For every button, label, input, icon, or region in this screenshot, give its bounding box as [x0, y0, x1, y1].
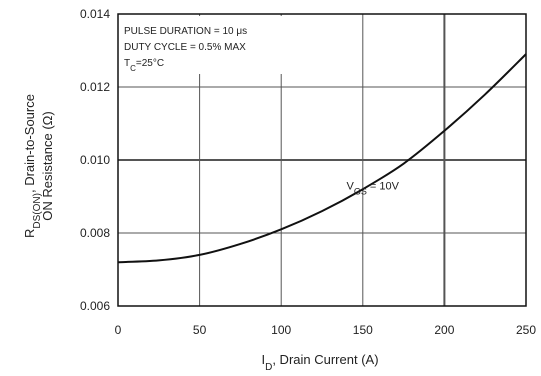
condition-temp-main: T [124, 58, 130, 69]
y-axis-label-main: R [22, 229, 37, 238]
x-tick-label: 200 [434, 323, 454, 337]
x-axis-label-main: I [261, 352, 265, 367]
series-label-sub: GS [354, 187, 367, 197]
y-axis-label-sub: DS(ON) [32, 193, 43, 229]
test-conditions-background [120, 16, 300, 74]
series-label-rest: = 10V [367, 181, 400, 193]
x-axis-label-rest: , Drain Current (A) [272, 352, 378, 367]
x-tick-label: 150 [353, 323, 373, 337]
y-axis-label-line1: RDS(ON), Drain-to-Source [22, 94, 43, 238]
y-tick-label: 0.010 [80, 153, 110, 167]
series-label-vgs: VGS = 10V [346, 181, 399, 197]
condition-duty-cycle: DUTY CYCLE = 0.5% MAX [124, 42, 246, 53]
x-tick-label: 0 [115, 323, 122, 337]
y-axis-label-rest: , Drain-to-Source [22, 94, 37, 193]
test-conditions-box: PULSE DURATION = 10 μs DUTY CYCLE = 0.5%… [120, 16, 300, 74]
condition-temp-rest: =25°C [136, 58, 164, 69]
y-tick-label: 0.006 [80, 299, 110, 313]
series-label-main: V [346, 181, 354, 193]
condition-case-temperature: TC=25°C [124, 58, 164, 73]
series-line-vgs-10v [117, 53, 527, 264]
y-axis-label: RDS(ON), Drain-to-Source ON Resistance (… [22, 94, 55, 238]
plot-frame [117, 13, 527, 307]
y-tick-label: 0.012 [80, 80, 110, 94]
y-axis-label-line2: ON Resistance (Ω) [40, 111, 55, 220]
tick-labels: 0 50 100 150 200 250 0.006 0.008 0.010 0.012 0.014 [80, 7, 536, 337]
condition-pulse-duration: PULSE DURATION = 10 μs [124, 26, 247, 37]
x-tick-label: 250 [516, 323, 536, 337]
x-axis-label-sub: D [265, 362, 272, 373]
x-tick-label: 50 [193, 323, 207, 337]
condition-temp-sub: C [130, 64, 136, 73]
y-tick-label: 0.014 [80, 7, 110, 21]
x-axis-label: ID, Drain Current (A) [261, 352, 378, 373]
x-tick-label: 100 [271, 323, 291, 337]
y-tick-label: 0.008 [80, 226, 110, 240]
